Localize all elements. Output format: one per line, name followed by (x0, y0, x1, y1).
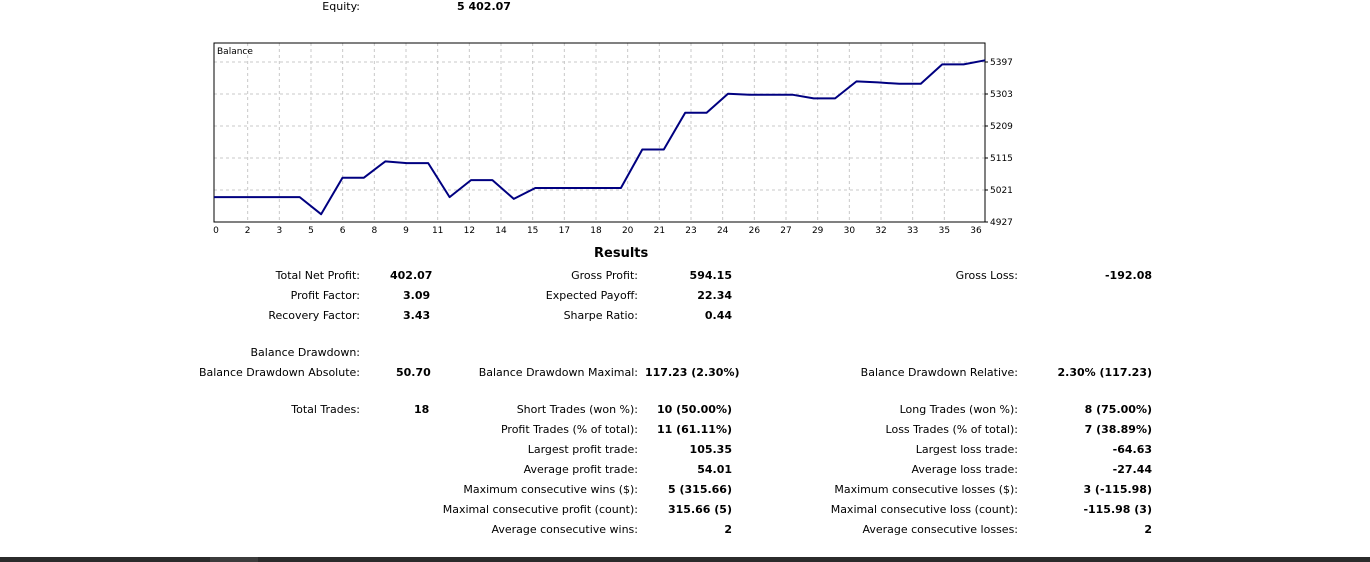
bottom-taskbar-edge (0, 557, 1370, 562)
balance-drawdown-label: Balance Drawdown: (250, 346, 360, 359)
y-tick-label: 5397 (990, 58, 1013, 68)
results-title: Results (594, 246, 649, 261)
short-trades-label: Short Trades (won %): (516, 403, 638, 416)
expected-payoff-label: Expected Payoff: (545, 289, 638, 302)
max-consec-losses-label: Maximum consecutive losses ($): (834, 483, 1018, 496)
largest-profit-value: 105.35 (689, 443, 732, 456)
equity-label: Equity: (322, 0, 360, 13)
y-axis-ticks: 5397 5303 5209 5115 5021 4927 (985, 58, 1013, 228)
total-trades-label: Total Trades: (291, 403, 360, 416)
x-tick-label: 29 (812, 226, 824, 236)
max-consec-wins-label: Maximum consecutive wins ($): (463, 483, 638, 496)
x-tick-label: 0 (213, 226, 219, 236)
bd-absolute-value: 50.70 (396, 366, 431, 379)
avg-consec-losses-label: Average consecutive losses: (862, 523, 1018, 536)
max-consec-wins-value: 5 (315.66) (668, 483, 732, 496)
gross-profit-value: 594.15 (689, 269, 732, 282)
recovery-factor-value: 3.43 (403, 309, 431, 322)
total-trades-value: 18 (414, 403, 430, 416)
expected-payoff-value: 22.34 (697, 289, 732, 302)
gross-profit-label: Gross Profit: (571, 269, 638, 282)
x-tick-label: 33 (907, 226, 918, 236)
chart-title: Balance (217, 47, 253, 57)
gross-loss-value: -192.08 (1104, 269, 1152, 282)
x-tick-label: 15 (527, 226, 538, 236)
long-trades-label: Long Trades (won %): (899, 403, 1018, 416)
maximal-consec-loss-value: -115.98 (3) (1083, 503, 1152, 516)
sharpe-ratio-label: Sharpe Ratio: (563, 309, 638, 322)
x-tick-label: 23 (685, 226, 696, 236)
x-tick-label: 6 (340, 226, 346, 236)
recovery-factor-label: Recovery Factor: (268, 309, 360, 322)
x-tick-label: 36 (970, 226, 982, 236)
bd-maximal-label: Balance Drawdown Maximal: (478, 366, 638, 379)
bd-relative-value: 2.30% (117.23) (1057, 366, 1153, 379)
avg-consec-losses-value: 2 (1144, 523, 1152, 536)
short-trades-value: 10 (50.00%) (656, 403, 732, 416)
y-tick-label: 5115 (990, 154, 1013, 164)
x-tick-label: 14 (495, 226, 507, 236)
profit-factor-label: Profit Factor: (290, 289, 360, 302)
x-tick-label: 5 (308, 226, 314, 236)
total-net-profit-label: Total Net Profit: (275, 269, 360, 282)
x-tick-label: 26 (749, 226, 761, 236)
loss-trades-value: 7 (38.89%) (1084, 423, 1152, 436)
profit-trades-label: Profit Trades (% of total): (500, 423, 638, 436)
balance-series-line (214, 59, 986, 216)
maximal-consec-profit-label: Maximal consecutive profit (count): (442, 503, 638, 516)
x-tick-label: 3 (276, 226, 282, 236)
taskbar-segment (210, 557, 258, 562)
largest-profit-label: Largest profit trade: (527, 443, 638, 456)
avg-loss-value: -27.44 (1112, 463, 1152, 476)
avg-profit-label: Average profit trade: (523, 463, 638, 476)
y-tick-label: 5021 (990, 186, 1013, 196)
avg-profit-value: 54.01 (697, 463, 732, 476)
x-tick-label: 8 (371, 226, 377, 236)
x-tick-label: 11 (432, 226, 443, 236)
max-consec-losses-value: 3 (-115.98) (1083, 483, 1152, 496)
maximal-consec-loss-label: Maximal consecutive loss (count): (830, 503, 1018, 516)
y-tick-label: 4927 (990, 218, 1013, 228)
x-tick-label: 21 (654, 226, 665, 236)
bd-relative-label: Balance Drawdown Relative: (860, 366, 1018, 379)
x-tick-label: 24 (717, 226, 729, 236)
x-tick-label: 30 (844, 226, 856, 236)
y-tick-label: 5209 (990, 122, 1013, 132)
x-tick-label: 20 (622, 226, 634, 236)
avg-consec-wins-label: Average consecutive wins: (491, 523, 638, 536)
x-tick-label: 27 (780, 226, 791, 236)
x-axis-ticks: 0 2 3 5 6 8 9 11 12 14 15 17 18 20 21 23 24 26 27 29 30 32 33 3… (213, 226, 982, 236)
x-tick-label: 2 (245, 226, 251, 236)
x-tick-label: 9 (403, 226, 409, 236)
avg-consec-wins-value: 2 (724, 523, 732, 536)
equity-value: 5 402.07 (457, 0, 511, 13)
bd-maximal-value: 117.23 (2.30%) (645, 366, 740, 379)
long-trades-value: 8 (75.00%) (1084, 403, 1152, 416)
x-tick-label: 35 (939, 226, 950, 236)
x-tick-label: 17 (559, 226, 570, 236)
profit-trades-value: 11 (61.11%) (656, 423, 732, 436)
gross-loss-label: Gross Loss: (955, 269, 1018, 282)
sharpe-ratio-value: 0.44 (704, 309, 732, 322)
y-tick-label: 5303 (990, 90, 1013, 100)
largest-loss-value: -64.63 (1112, 443, 1152, 456)
avg-loss-label: Average loss trade: (911, 463, 1018, 476)
loss-trades-label: Loss Trades (% of total): (885, 423, 1018, 436)
maximal-consec-profit-value: 315.66 (5) (668, 503, 732, 516)
x-tick-label: 18 (590, 226, 602, 236)
chart-grid (214, 43, 985, 222)
bd-absolute-label: Balance Drawdown Absolute: (198, 366, 360, 379)
profit-factor-value: 3.09 (403, 289, 431, 302)
largest-loss-label: Largest loss trade: (915, 443, 1018, 456)
chart-frame (213, 42, 986, 223)
total-net-profit-value: 402.07 (390, 269, 433, 282)
x-tick-label: 32 (875, 226, 886, 236)
x-tick-label: 12 (464, 226, 475, 236)
